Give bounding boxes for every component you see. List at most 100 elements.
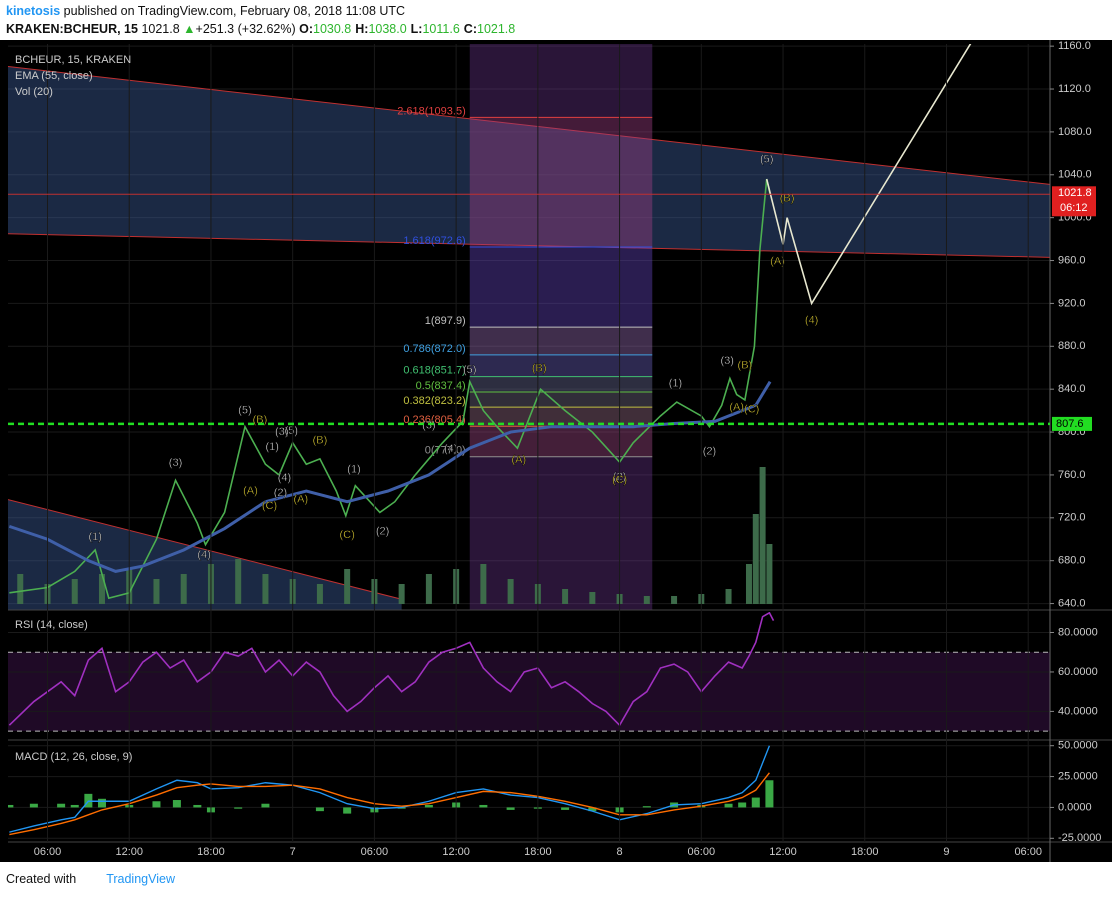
y-tick-label: 60.0000 [1058, 666, 1098, 678]
macd-hist [479, 804, 488, 808]
fib-label: 0.618(851.7) [403, 365, 465, 377]
fib-label: 2.618(1093.5) [397, 105, 466, 117]
y-tick-label: 50.0000 [1058, 740, 1098, 752]
y-tick-label: 1080.0 [1058, 126, 1092, 138]
volume-bar [153, 579, 160, 604]
wave-label: (5) [285, 425, 298, 437]
wave-label: (B) [313, 435, 328, 447]
wave-label: (C) [340, 529, 355, 541]
rsi-zone [8, 652, 1050, 732]
y-tick-label: 880.0 [1058, 340, 1086, 352]
pane-label: Vol (20) [15, 86, 53, 98]
last: 1021.8 [141, 22, 180, 36]
footer: Created with TradingView [6, 872, 175, 886]
quote-line: KRAKEN:BCHEUR, 15 1021.8 ▲+251.3 (+32.62… [6, 20, 519, 38]
volume-bar [752, 514, 759, 604]
y-tick-label: 40.0000 [1058, 705, 1098, 717]
macd-hist [765, 780, 774, 808]
series-line [9, 178, 771, 600]
x-tick-label: 12:00 [115, 846, 143, 858]
y-tick-label: 80.0000 [1058, 626, 1098, 638]
change: +251.3 (+32.62%) [195, 22, 296, 36]
wave-label: (4) [444, 443, 457, 455]
fib-label: 0(777.0) [425, 445, 466, 457]
ohlc-label: H: [355, 22, 369, 36]
volume-bar [725, 589, 732, 604]
wave-label: (B) [532, 363, 547, 375]
fib-label: 0.5(837.4) [416, 380, 466, 392]
channel-band [8, 66, 1050, 258]
publish-line: kinetosis published on TradingView.com, … [6, 2, 519, 20]
y-tick-label: 960.0 [1058, 254, 1086, 266]
x-tick-label: 18:00 [851, 846, 879, 858]
volume-bar [262, 574, 269, 604]
channel-line [8, 66, 1050, 185]
y-tick-label: 1120.0 [1058, 83, 1091, 95]
wave-label: (3) [422, 420, 435, 432]
background [0, 40, 1112, 862]
volume-bar [759, 467, 766, 604]
volume-bar [71, 579, 78, 604]
macd-hist [738, 802, 747, 808]
macd-hist [97, 798, 106, 808]
volume-bar [344, 569, 351, 604]
wave-label: (3) [720, 355, 733, 367]
rsi-line [8, 612, 775, 727]
arrow: ▲ [183, 22, 196, 36]
wave-label: (2) [376, 526, 389, 538]
last-label: 1021.8 [1058, 187, 1092, 199]
fib-band [469, 354, 653, 377]
x-tick-label: 9 [943, 846, 949, 858]
fib-band [469, 426, 653, 457]
macd-hist [724, 803, 733, 808]
macd-hist [751, 797, 760, 808]
macd-hist [588, 807, 597, 812]
volume-bar [562, 589, 569, 604]
x-tick-label: 7 [290, 846, 296, 858]
x-tick-label: 8 [617, 846, 623, 858]
brand[interactable]: TradingView [106, 872, 175, 886]
y-tick-label: 25.0000 [1058, 770, 1098, 782]
author[interactable]: kinetosis [6, 4, 61, 18]
volume-bar [180, 574, 187, 604]
y-tick-label: 680.0 [1058, 555, 1086, 567]
macd-hist [8, 804, 14, 808]
wave-label: (A) [511, 454, 526, 466]
wave-label: (A) [770, 256, 785, 268]
wave-label: (2) [274, 487, 287, 499]
wave-label: (2) [703, 445, 716, 457]
macd-hist [193, 804, 202, 808]
macd-hist [343, 807, 352, 814]
y-tick-label: 920.0 [1058, 297, 1086, 309]
x-tick-label: 06:00 [34, 846, 62, 858]
y-tick-label: -25.0000 [1058, 832, 1101, 844]
wave-label: (B) [738, 359, 753, 371]
level-label: 807.6 [1056, 418, 1084, 430]
fib-label: 0.382(823.2) [403, 395, 465, 407]
macd-hist [642, 806, 651, 808]
wave-label: (5) [238, 405, 251, 417]
wave-label: (4) [197, 549, 210, 561]
y-tick-label: 760.0 [1058, 469, 1086, 481]
fib-label: 0.786(872.0) [403, 343, 465, 355]
ohlc: O:1030.8 H:1038.0 L:1011.6 C:1021.8 [299, 22, 519, 36]
x-tick-label: 12:00 [442, 846, 470, 858]
ohlc-value: 1038.0 [368, 22, 407, 36]
y-tick-label: 720.0 [1058, 512, 1086, 524]
volume-bar [425, 574, 432, 604]
wave-label: (C) [262, 500, 277, 512]
volume-bar [235, 559, 242, 604]
created: Created with [6, 872, 77, 886]
fib-band [469, 391, 653, 408]
fib-label: 1.618(972.6) [403, 235, 465, 247]
ohlc-value: 1011.6 [422, 22, 460, 36]
symbol: KRAKEN:BCHEUR, 15 [6, 22, 138, 36]
macd-hist [152, 801, 161, 808]
y-tick-label: 840.0 [1058, 383, 1086, 395]
macd-hist [424, 804, 433, 808]
wave-label: (1) [347, 463, 360, 475]
fib-band [469, 327, 653, 355]
fib-band [469, 407, 653, 427]
volume-bar [316, 584, 323, 604]
x-tick-label: 06:00 [688, 846, 716, 858]
